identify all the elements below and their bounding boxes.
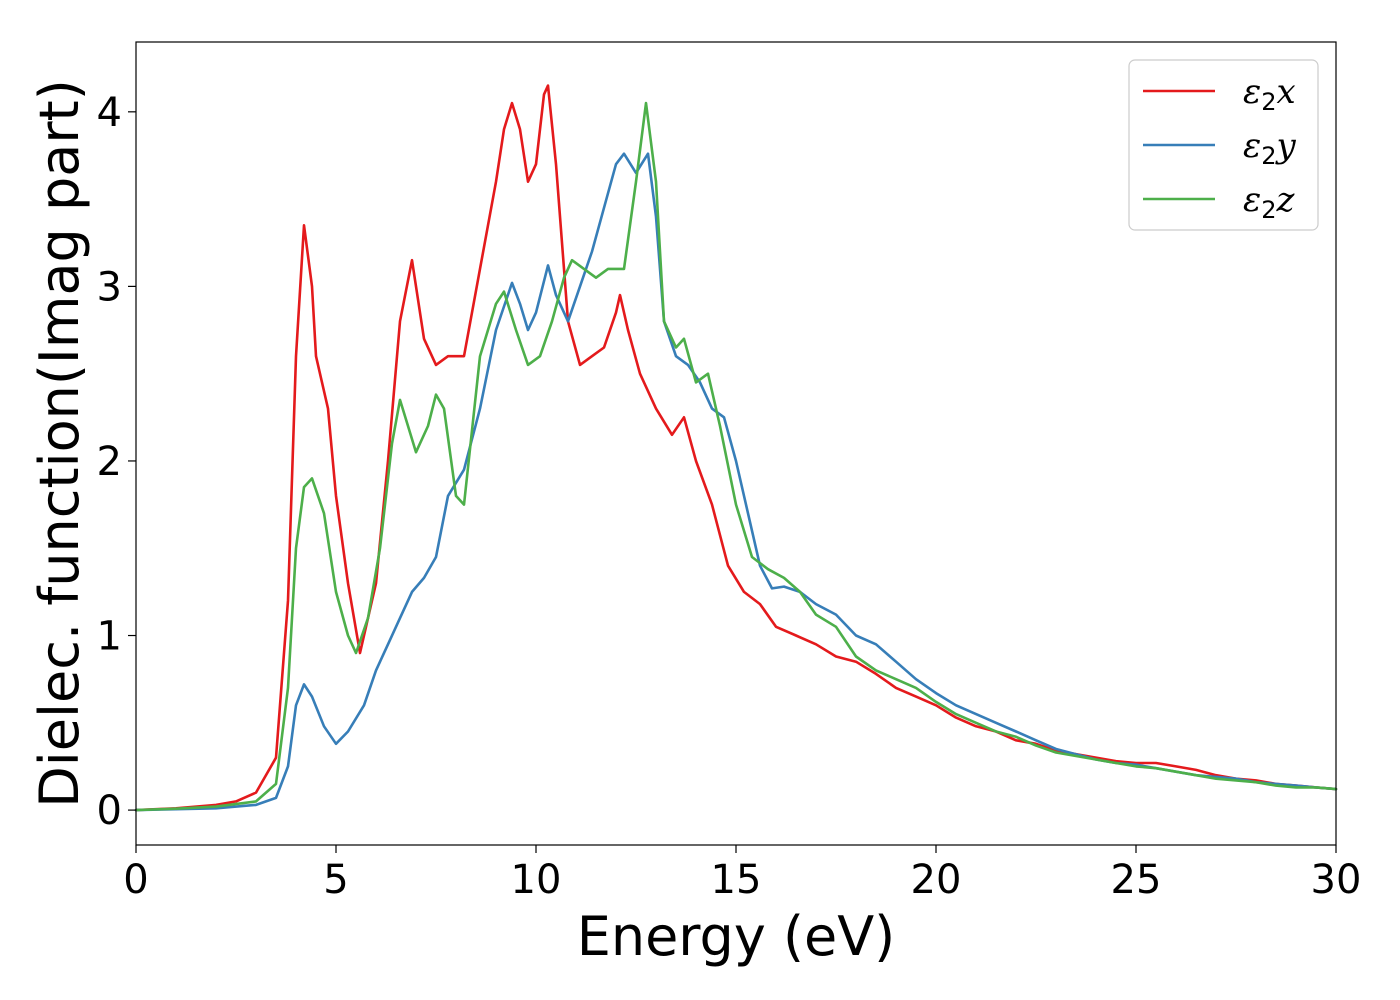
legend-label-y: ε2y [1243,126,1297,170]
legend-box [1128,59,1319,231]
series-line-z [134,101,1338,812]
y-tick-label: 3 [97,264,122,310]
y-tick-label: 0 [97,788,122,834]
x-tick-label: 20 [911,857,962,903]
x-tick-label: 30 [1311,857,1362,903]
x-tick-label: 15 [711,857,762,903]
legend-label-z: ε2z [1243,180,1296,224]
x-tick-label: 25 [1111,857,1162,903]
x-axis-ticks: 0 5 10 15 20 25 30 [123,845,1361,903]
x-tick-label: 5 [323,857,348,903]
y-tick-label: 1 [97,614,122,660]
y-axis-label: Dielec. function(Imag part) [28,79,91,808]
legend-label-x: ε2x [1243,72,1296,116]
x-tick-label: 10 [511,857,562,903]
y-tick-label: 2 [97,439,122,485]
series-layer [134,84,1338,812]
y-tick-label: 4 [97,90,122,136]
x-tick-label: 0 [123,857,148,903]
y-axis-ticks: 0 1 2 3 4 [97,90,136,834]
x-axis-label: Energy (eV) [577,905,896,968]
legend: ε2x ε2y ε2z [1128,59,1319,231]
